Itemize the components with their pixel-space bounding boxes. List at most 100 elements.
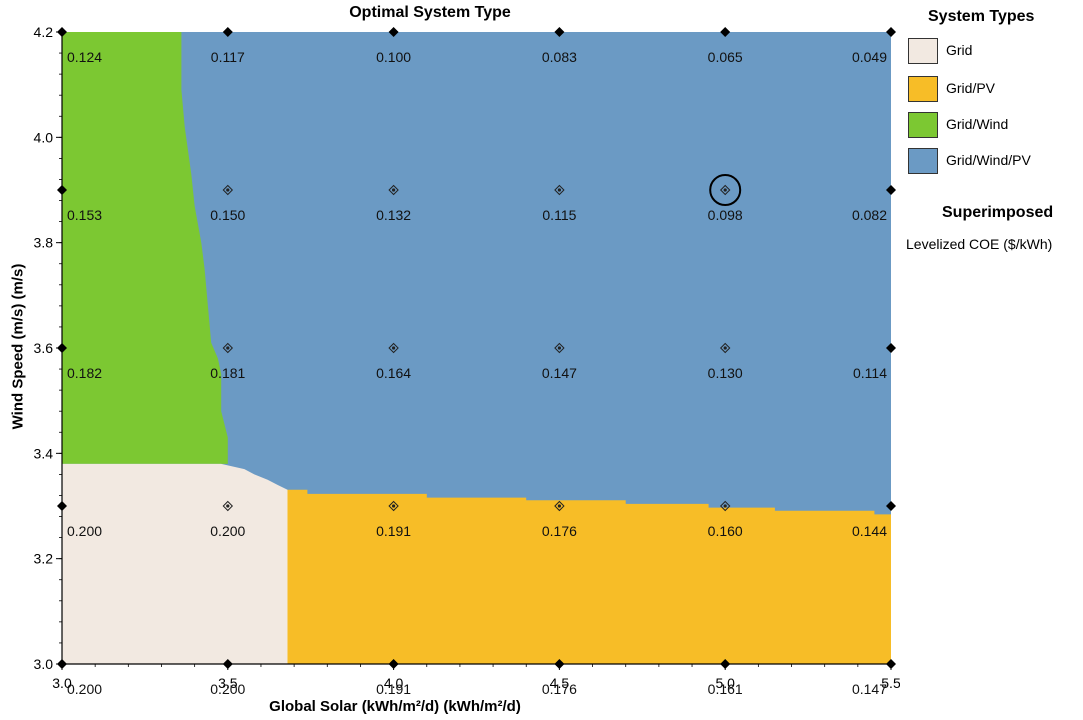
heatmap-plot: 3.0 3.5 4.0 4.5 5.0 5.5 3.0 3.2 3.4 3.6 3.8 4.0 4.2 0… <box>34 24 900 697</box>
coe-value-label: 0.191 <box>376 523 411 539</box>
data-marker <box>554 500 565 512</box>
coe-value-label: 0.144 <box>852 523 887 539</box>
x-tick-label: 3.0 <box>52 675 72 691</box>
data-marker <box>388 500 399 512</box>
data-marker-dot <box>226 504 230 508</box>
data-marker <box>719 184 731 196</box>
legend-item-label: Grid/Wind <box>946 116 1009 132</box>
coe-value-label: 0.130 <box>708 365 743 381</box>
coe-value-label: 0.083 <box>542 49 577 65</box>
coe-value-label: 0.200 <box>210 681 245 697</box>
edge-marker <box>57 185 67 195</box>
data-marker-dot <box>723 504 727 508</box>
data-marker-dot <box>392 504 396 508</box>
region-grid-wind <box>62 32 228 464</box>
coe-value-label: 0.049 <box>852 49 887 65</box>
chart-title: Optimal System Type <box>349 4 511 21</box>
y-tick-label: 3.0 <box>34 656 54 672</box>
data-marker <box>719 342 731 354</box>
chart-area: Optimal System Type 3.0 3.5 4.0 4.5 5.0 5.5 3.… <box>9 4 901 715</box>
data-marker-dot <box>723 346 727 350</box>
superimposed-title: Superimposed <box>942 204 1054 221</box>
coe-value-label: 0.147 <box>852 681 887 697</box>
legend-title: System Types <box>928 8 1035 25</box>
y-axis-label: Wind Speed (m/s) (m/s) <box>9 263 27 430</box>
edge-marker <box>886 343 896 353</box>
y-tick-label: 4.2 <box>34 24 54 40</box>
data-marker-dot <box>226 188 230 192</box>
coe-value-label: 0.100 <box>376 49 411 65</box>
edge-marker <box>886 185 896 195</box>
legend-swatch <box>908 112 938 138</box>
coe-value-label: 0.161 <box>708 681 743 697</box>
coe-value-label: 0.082 <box>852 207 887 223</box>
edge-marker <box>222 659 233 669</box>
coe-value-label: 0.176 <box>542 681 577 697</box>
legend-item-label: Grid/PV <box>946 80 996 96</box>
edge-marker <box>886 27 896 37</box>
coe-value-label: 0.132 <box>376 207 411 223</box>
edge-marker <box>388 27 399 37</box>
edge-marker <box>720 659 731 669</box>
data-marker <box>222 500 234 512</box>
legend: System Types Grid Grid/PV Grid/Wind Grid… <box>900 0 1083 300</box>
highlight-circle <box>709 174 742 206</box>
edge-marker <box>720 27 731 37</box>
edge-marker <box>554 659 565 669</box>
data-marker-dot <box>392 346 396 350</box>
coe-value-label: 0.115 <box>542 207 576 223</box>
coe-value-label: 0.200 <box>67 681 102 697</box>
legend-swatch <box>908 76 938 102</box>
coe-value-label: 0.114 <box>853 365 887 381</box>
edge-marker <box>388 659 399 669</box>
coe-value-label: 0.176 <box>542 523 577 539</box>
legend-swatch <box>908 148 938 174</box>
coe-value-label: 0.182 <box>67 365 102 381</box>
coe-value-label: 0.124 <box>67 49 102 65</box>
edge-marker <box>57 659 67 669</box>
coe-value-label: 0.065 <box>708 49 743 65</box>
data-marker <box>388 184 399 196</box>
data-marker <box>222 342 234 354</box>
edge-marker <box>57 501 67 511</box>
x-tick-label: 3.5 <box>218 675 238 691</box>
coe-value-label: 0.200 <box>67 523 102 539</box>
coe-value-label: 0.147 <box>542 365 577 381</box>
coe-value-label: 0.200 <box>210 523 245 539</box>
edge-marker <box>886 501 896 511</box>
coe-value-label: 0.153 <box>67 207 102 223</box>
legend-item-label: Grid/Wind/PV <box>946 152 1031 168</box>
coe-value-label: 0.181 <box>210 365 245 381</box>
region-grid <box>62 463 288 664</box>
y-tick-label: 3.2 <box>34 551 54 567</box>
coe-value-label: 0.191 <box>376 681 411 697</box>
edge-marker <box>57 343 67 353</box>
x-tick-label: 4.5 <box>550 675 570 691</box>
data-marker-dot <box>557 188 562 192</box>
data-marker <box>388 342 399 354</box>
x-tick-label: 5.5 <box>881 675 900 691</box>
x-tick-label: 4.0 <box>384 675 404 691</box>
coe-value-label: 0.117 <box>211 49 245 65</box>
x-tick-label: 5.0 <box>715 675 735 691</box>
coe-value-label: 0.164 <box>376 365 411 381</box>
legend-swatch <box>908 38 938 64</box>
edge-marker <box>554 27 565 37</box>
coe-value-label: 0.098 <box>708 207 743 223</box>
y-tick-label: 4.0 <box>34 129 54 145</box>
superimposed-label: Levelized COE ($/kWh) <box>906 236 1053 252</box>
data-marker <box>554 184 565 196</box>
edge-marker <box>222 27 233 37</box>
y-tick-label: 3.6 <box>34 340 54 356</box>
legend-item-label: Grid <box>946 42 973 58</box>
data-marker-dot <box>557 346 562 350</box>
data-marker-dot <box>723 188 727 192</box>
data-marker-dot <box>392 188 396 192</box>
data-marker-dot <box>557 504 562 508</box>
data-marker <box>719 500 731 512</box>
data-marker-dot <box>226 346 230 350</box>
edge-marker <box>886 659 896 669</box>
coe-value-label: 0.150 <box>210 207 245 223</box>
data-marker <box>222 184 234 196</box>
edge-marker <box>57 27 67 37</box>
